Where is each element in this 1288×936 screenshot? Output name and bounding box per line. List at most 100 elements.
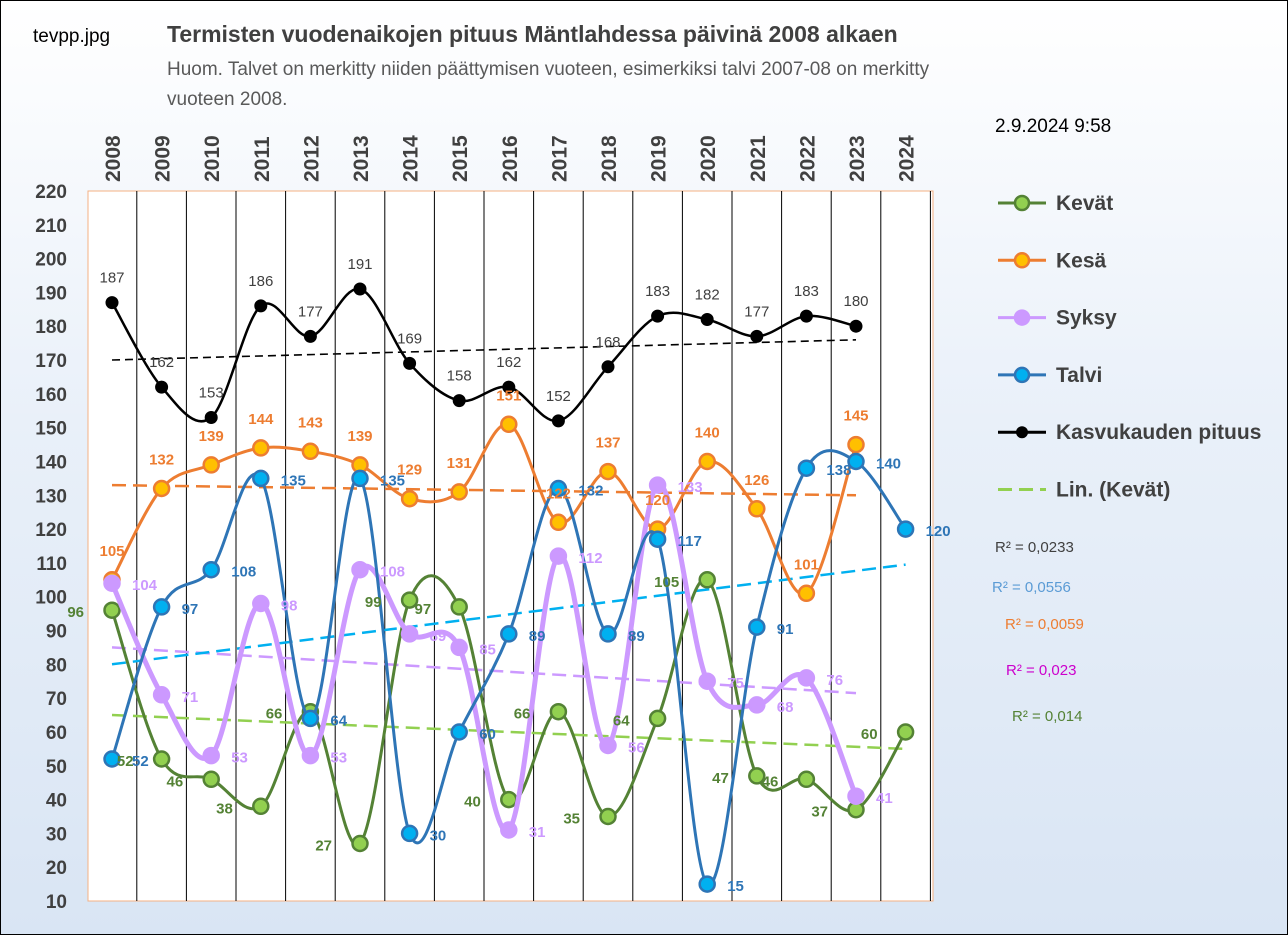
y-tick-label: 190 xyxy=(35,283,67,304)
legend-label: Talvi xyxy=(1056,364,1102,387)
legend-marker xyxy=(1013,366,1031,384)
trendline-Syksy xyxy=(111,646,857,695)
axes: 10 20 30 40 50 60 70 80 90 100 110 120 130 140 150 160 1… xyxy=(35,135,918,913)
y-tick-label: 100 xyxy=(35,588,67,609)
data-point xyxy=(599,807,617,826)
legend-marker xyxy=(1013,252,1031,269)
r-squared-label: R² = 0,0059 xyxy=(1005,616,1084,633)
data-point xyxy=(452,394,466,408)
data-labels: 96 52 46 38 66 27 99 97 40 66 35 64 105 47 46 37 60 105 13… xyxy=(67,256,950,895)
data-point xyxy=(797,770,816,789)
legend-label-trend: Lin. (Kevät) xyxy=(1056,479,1170,502)
y-tick-label: 130 xyxy=(35,486,67,507)
data-label: 15 xyxy=(727,878,744,895)
data-label: 104 xyxy=(132,577,158,594)
y-tick-label: 50 xyxy=(46,757,67,778)
data-label: 132 xyxy=(578,483,603,500)
data-label: 89 xyxy=(430,628,447,645)
y-tick-label: 140 xyxy=(35,453,67,474)
data-label: 152 xyxy=(546,388,571,405)
x-tick-label: 2008 xyxy=(102,135,125,182)
data-point xyxy=(202,746,220,765)
data-label: 35 xyxy=(563,811,580,828)
y-tick-label: 80 xyxy=(46,655,67,676)
data-label: 71 xyxy=(182,689,199,706)
series-lines xyxy=(103,282,915,893)
data-label: 139 xyxy=(347,428,372,445)
data-label: 96 xyxy=(67,604,84,621)
r-squared-label: R² = 0,0556 xyxy=(992,579,1071,596)
data-point xyxy=(549,702,568,721)
data-point xyxy=(599,736,617,755)
x-tick-label: 2020 xyxy=(697,135,720,182)
data-point xyxy=(252,469,270,488)
data-label: 177 xyxy=(744,303,769,320)
y-tick-label: 30 xyxy=(46,824,67,845)
data-label: 27 xyxy=(315,838,332,855)
x-tick-label: 2013 xyxy=(350,135,373,182)
y-tick-label: 20 xyxy=(46,858,67,879)
data-point xyxy=(450,598,468,616)
data-point xyxy=(797,584,816,603)
data-point xyxy=(549,513,568,532)
data-point xyxy=(648,709,667,728)
y-tick-label: 180 xyxy=(35,317,67,338)
y-tick-label: 60 xyxy=(46,723,67,744)
data-label: 101 xyxy=(794,556,819,573)
data-point xyxy=(748,696,766,714)
data-label: 120 xyxy=(645,492,670,509)
data-point xyxy=(601,360,615,374)
data-label: 60 xyxy=(861,726,878,743)
data-label: 153 xyxy=(199,385,224,402)
y-tick-label: 70 xyxy=(46,689,67,710)
data-label: 99 xyxy=(365,594,382,611)
data-point xyxy=(303,329,317,343)
x-tick-label: 2015 xyxy=(449,135,472,182)
data-label: 52 xyxy=(117,753,134,770)
data-point xyxy=(500,625,518,643)
data-label: 133 xyxy=(678,479,703,496)
data-label: 97 xyxy=(415,601,432,618)
data-point xyxy=(748,500,766,518)
data-point xyxy=(353,282,367,296)
y-tick-label: 160 xyxy=(35,385,67,406)
data-label: 117 xyxy=(678,533,702,550)
data-point xyxy=(847,435,865,454)
data-label: 41 xyxy=(876,790,893,807)
data-label: 177 xyxy=(298,303,323,320)
x-tick-label: 2021 xyxy=(747,135,770,182)
data-point xyxy=(152,750,171,768)
x-tick-label: 2009 xyxy=(152,135,175,182)
trendline-Kesä xyxy=(111,483,857,497)
data-label: 180 xyxy=(843,293,868,310)
data-label: 108 xyxy=(231,564,256,581)
data-point xyxy=(254,299,268,313)
data-point xyxy=(549,479,568,498)
data-point xyxy=(551,414,565,428)
data-label: 126 xyxy=(744,472,769,489)
data-label: 137 xyxy=(595,435,620,452)
data-label: 108 xyxy=(380,564,405,581)
data-point xyxy=(849,319,863,333)
data-label: 64 xyxy=(613,712,630,729)
x-tick-label: 2012 xyxy=(300,135,323,182)
x-tick-label: 2022 xyxy=(796,135,819,182)
data-label: 187 xyxy=(99,270,124,287)
data-point xyxy=(252,797,270,816)
x-tick-label: 2016 xyxy=(499,135,522,182)
data-label: 30 xyxy=(430,827,447,844)
data-label: 151 xyxy=(496,387,521,404)
legend-marker xyxy=(1013,309,1031,326)
filename-label: tevpp.jpg xyxy=(33,26,110,47)
data-label: 132 xyxy=(149,452,174,469)
y-tick-label: 120 xyxy=(35,520,67,541)
data-label: 169 xyxy=(397,330,422,347)
y-tick-label: 110 xyxy=(36,554,67,575)
data-point xyxy=(400,824,419,843)
data-label: 135 xyxy=(380,472,405,489)
data-point xyxy=(648,530,667,548)
data-point xyxy=(403,356,417,370)
data-point xyxy=(797,669,816,687)
data-label: 37 xyxy=(811,804,828,821)
data-point xyxy=(103,750,121,768)
